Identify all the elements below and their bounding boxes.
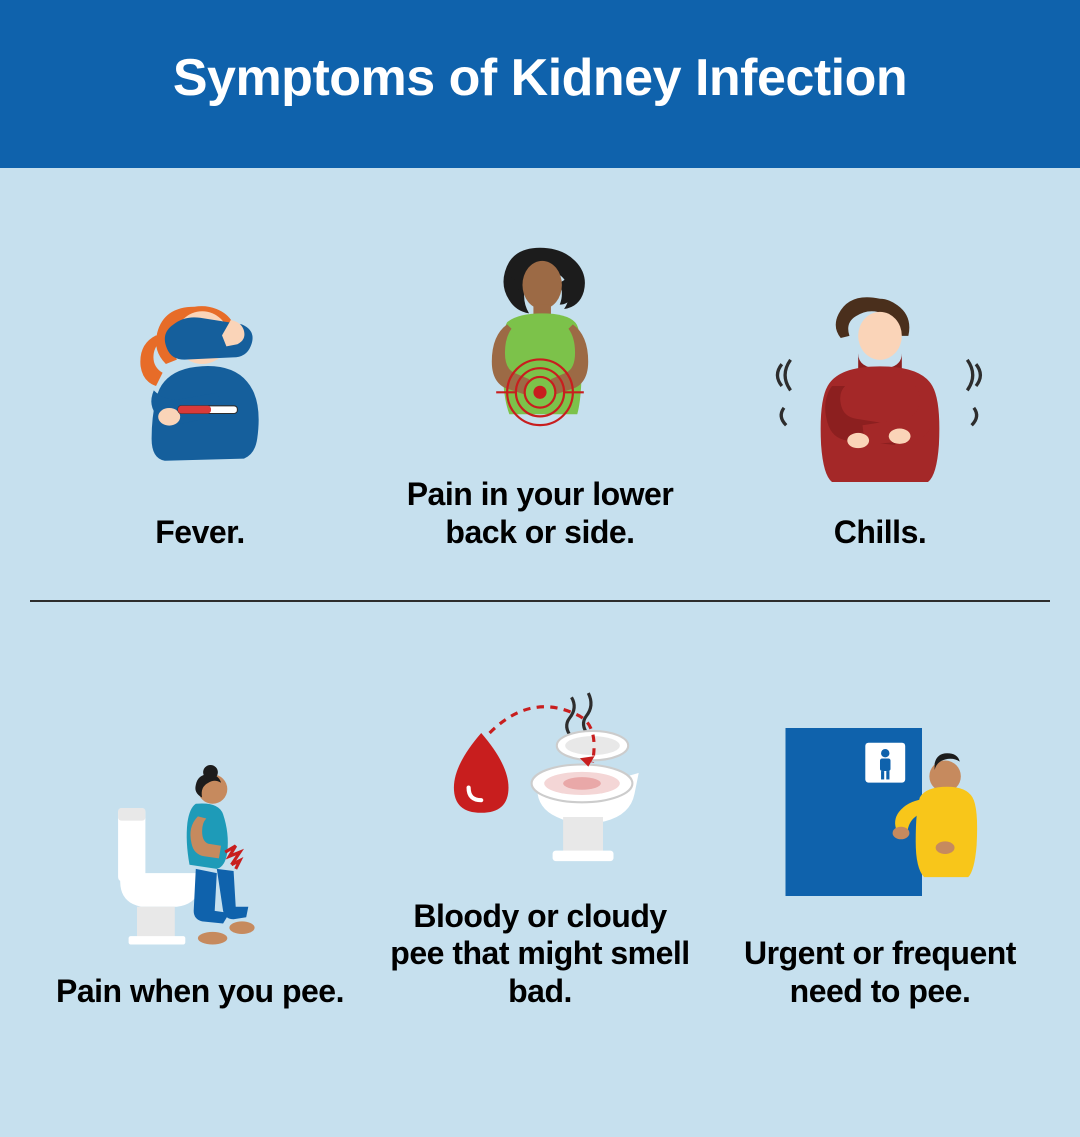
fever-icon xyxy=(80,266,320,496)
chills-icon xyxy=(760,266,1000,496)
page-title: Symptoms of Kidney Infection xyxy=(0,0,1080,168)
symptom-label: Chills. xyxy=(834,514,927,552)
bloody-pee-icon xyxy=(420,650,660,880)
back-pain-icon xyxy=(420,228,660,458)
pain-pee-icon xyxy=(80,725,320,955)
symptom-label: Pain when you pee. xyxy=(56,973,344,1011)
symptom-label: Bloody or cloudy pee that might smell ba… xyxy=(388,898,692,1011)
symptom-fever: Fever. xyxy=(30,208,370,582)
symptom-bloody-pee: Bloody or cloudy pee that might smell ba… xyxy=(370,630,710,1041)
symptom-label: Fever. xyxy=(155,514,245,552)
symptom-grid: Fever. xyxy=(0,168,1080,1061)
symptom-label: Urgent or frequent need to pee. xyxy=(728,935,1032,1011)
row-divider xyxy=(30,600,1050,602)
symptom-pain-pee: Pain when you pee. xyxy=(30,630,370,1041)
symptom-urgent-pee: Urgent or frequent need to pee. xyxy=(710,630,1050,1041)
urgent-pee-icon xyxy=(760,687,1000,917)
symptom-chills: Chills. xyxy=(710,208,1050,582)
symptom-label: Pain in your lower back or side. xyxy=(388,476,692,552)
symptom-back-pain: Pain in your lower back or side. xyxy=(370,208,710,582)
